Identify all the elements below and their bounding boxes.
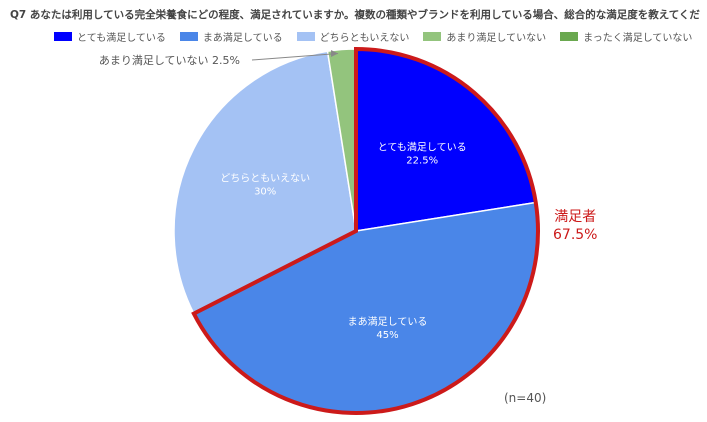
slice-label: どちらともいえない xyxy=(220,173,310,185)
legend-label: まったく満足していない xyxy=(583,33,693,44)
pie-slice xyxy=(173,50,357,315)
satisfied-callout-label: 満足者 xyxy=(554,209,597,225)
leader-arrowhead xyxy=(331,50,339,58)
legend-swatch xyxy=(179,32,198,41)
chart-legend: とても満足している まあ満足している どちらともいえない あまり満足していない まったく… xyxy=(54,29,692,44)
highlight-outline xyxy=(191,46,540,415)
slice-value-label: 45% xyxy=(376,330,398,341)
satisfied-callout-value: 67.5% xyxy=(553,227,598,243)
pie-slice xyxy=(355,48,537,232)
slice-label: とても満足している xyxy=(378,141,467,153)
legend-label: あまり満足していない xyxy=(446,33,547,44)
slice-label-external: あまり満足していない 2.5% xyxy=(99,54,240,67)
legend-item: まったく満足していない xyxy=(560,29,692,44)
sample-size-note: (n=40) xyxy=(504,391,547,405)
legend-item: どちらともいえない xyxy=(296,29,410,44)
slice-value-label: 22.5% xyxy=(406,155,438,166)
legend-item: とても満足している xyxy=(54,29,166,44)
legend-swatch xyxy=(560,32,579,41)
satisfied-callout: 満足者 67.5% xyxy=(553,208,597,244)
slice-value-label: 30% xyxy=(254,187,276,198)
legend-swatch xyxy=(296,32,315,41)
legend-swatch xyxy=(54,32,72,41)
legend-item: あまり満足していない xyxy=(423,29,546,44)
label-leader-line xyxy=(251,53,339,61)
legend-label: どちらともいえない xyxy=(319,33,410,44)
chart-title: Q7 あなたは利用している完全栄養食にどの程度、満足されていますか。複数の種類や… xyxy=(10,9,700,21)
slice-label: まあ満足している xyxy=(348,316,428,328)
legend-item: まあ満足している xyxy=(179,29,283,44)
legend-label: まあ満足している xyxy=(202,33,283,44)
legend-label: とても満足している xyxy=(77,33,166,44)
legend-swatch xyxy=(423,32,442,41)
